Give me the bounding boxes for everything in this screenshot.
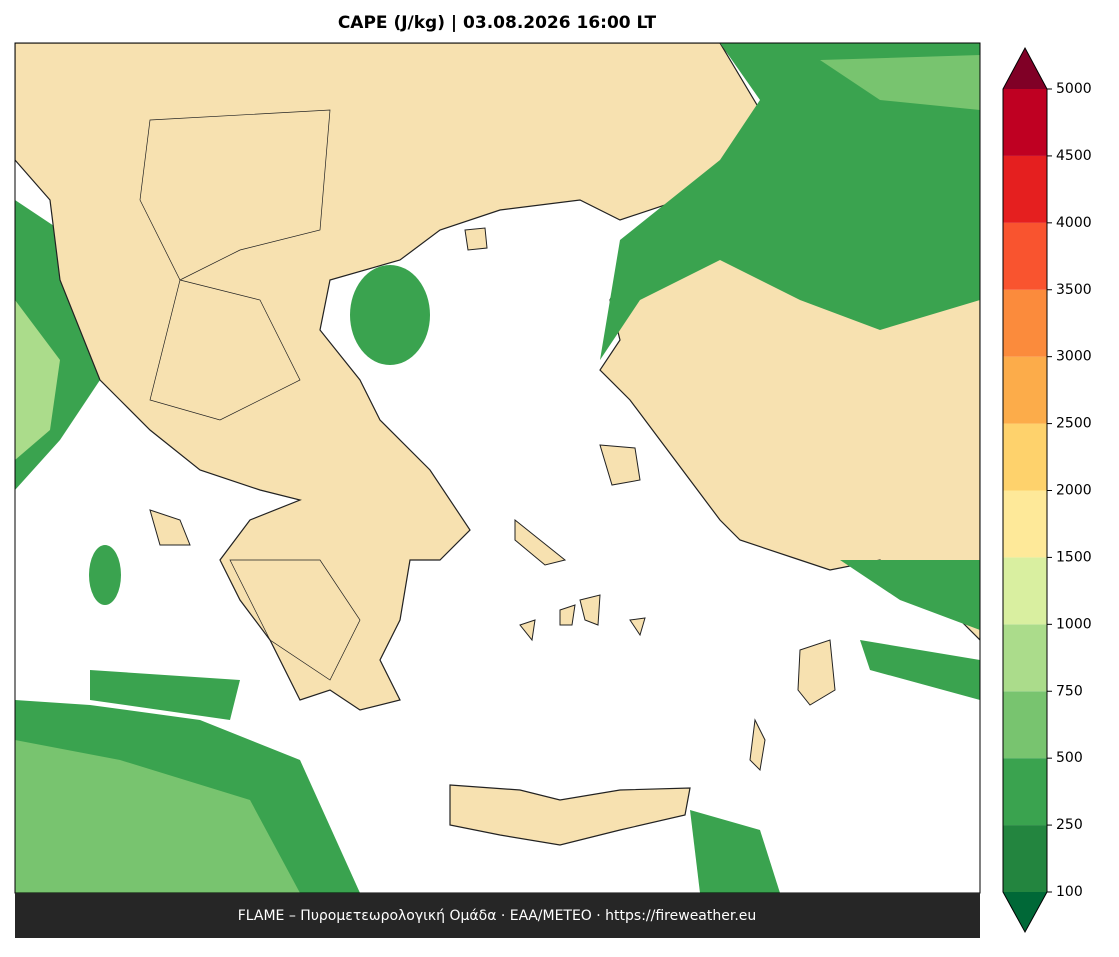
island [599,444,641,486]
colorbar-band [1003,289,1047,357]
colorbar-band [1003,624,1047,692]
footer-text: FLAME – Πυρομετεωρολογική Ομάδα · ΕΑΑ/ME… [238,908,757,924]
islands [519,594,646,642]
colorbar-tick-label: 4500 [1056,148,1092,164]
island [464,227,488,251]
cape-area [90,670,240,720]
cape-area [690,810,780,893]
colorbar-tick-label: 5000 [1056,81,1092,97]
colorbar-band [1003,89,1047,156]
cape-area [15,740,300,893]
colorbar-over [1003,48,1047,89]
colorbar-tick-label: 750 [1056,683,1083,699]
colorbar-band [1003,423,1047,491]
colorbar-tick-label: 2000 [1056,483,1092,499]
colorbar-band [1003,490,1047,558]
colorbar-band [1003,758,1047,826]
island [149,509,191,546]
cape-area [860,640,980,700]
land-balkans [15,43,761,711]
island [797,639,836,706]
cape-area [600,43,980,360]
colorbar-tick-label: 500 [1056,750,1083,766]
colorbar-band [1003,155,1047,223]
cape-area [820,55,980,110]
colorbar-band [1003,557,1047,625]
map-title: CAPE (J/kg) | 03.08.2026 16:00 LT [338,13,657,33]
colorbar-tick-label: 100 [1056,884,1083,900]
island [749,718,766,772]
colorbar-tick-label: 250 [1056,817,1083,833]
footer-bar [15,893,980,938]
colorbar-band [1003,222,1047,290]
borders [139,109,361,681]
colorbar-under [1003,892,1047,932]
colorbar-band [1003,691,1047,759]
colorbar: 100 250 500 750 1000 1500 2000 2500 3000 3500 4000… [1002,46,1092,934]
cape-area [840,560,980,630]
island [514,518,567,566]
cape-area [15,300,60,460]
colorbar-tick-label: 1500 [1056,549,1092,565]
colorbar-tick-label: 1000 [1056,616,1092,632]
crete [449,784,691,846]
cape-area [89,545,121,605]
colorbar-tick-label: 2500 [1056,416,1092,432]
map [14,42,981,894]
colorbar-tick-label: 4000 [1056,215,1092,231]
cape-area [350,265,430,365]
colorbar-band [1003,356,1047,424]
colorbar-tick-label: 3500 [1056,282,1092,298]
colorbar-tick-label: 3000 [1056,349,1092,365]
colorbar-band [1003,825,1047,892]
